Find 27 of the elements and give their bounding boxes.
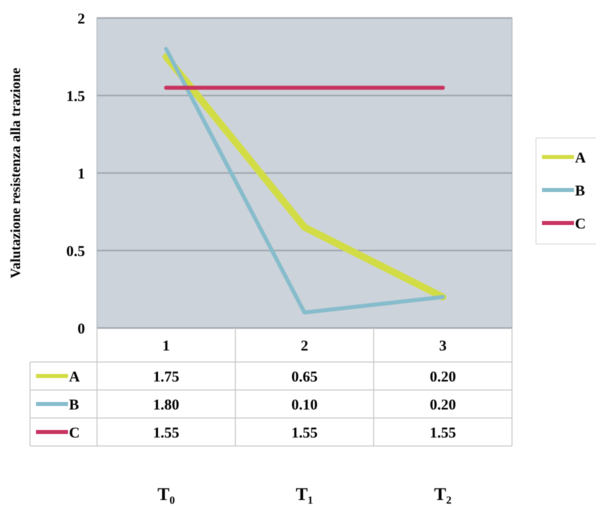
y-tick-label: 0.5	[66, 244, 85, 260]
data-label: 0.20	[430, 397, 456, 414]
x-tick-label: 3	[439, 338, 447, 354]
data-label: 1.55	[430, 425, 456, 442]
y-tick-label: 0	[78, 321, 85, 338]
data-label: 1.80	[153, 397, 180, 414]
y-axis-title: Valutazione resistenza alla trazione	[9, 68, 24, 278]
y-tick-label: 1	[78, 166, 85, 182]
data-label: 1.55	[291, 425, 318, 442]
text: T₂	[434, 484, 452, 504]
text: T₀	[157, 484, 175, 504]
legend-label: B	[69, 397, 80, 414]
legend-label: C	[575, 216, 586, 232]
text: B	[575, 183, 586, 200]
text: A	[575, 150, 586, 166]
data-label: 1.55	[153, 425, 180, 442]
x-tick-label: 2	[300, 338, 308, 354]
data-label: 0.65	[291, 369, 318, 386]
y-tick-label: 1.5	[66, 88, 85, 105]
data-label: 0.10	[291, 397, 318, 414]
data-label: 1.75	[153, 369, 180, 386]
text: T₁	[296, 484, 314, 504]
data-label: 0.20	[430, 369, 456, 386]
y-tick-label: 2	[78, 11, 85, 28]
text: C	[69, 425, 80, 442]
legend-label: A	[69, 369, 80, 386]
x-tick-label: 1	[162, 338, 170, 354]
